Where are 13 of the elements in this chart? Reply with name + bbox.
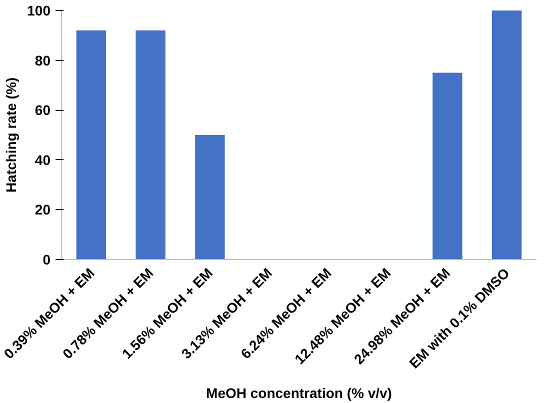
y-axis-title: Hatching rate (%)	[3, 77, 20, 193]
y-tick-label: 0	[42, 252, 51, 268]
y-tick-label: 40	[34, 152, 51, 168]
y-tick-label: 60	[34, 102, 51, 118]
y-tick-label: 20	[34, 202, 51, 218]
x-axis-title: MeOH concentration (% v/v)	[206, 384, 392, 401]
bar	[76, 30, 106, 260]
bar	[195, 135, 225, 260]
y-tick-label: 100	[27, 2, 51, 18]
bar	[136, 30, 166, 260]
bar	[432, 72, 462, 260]
y-tick-label: 80	[34, 52, 51, 68]
bar	[492, 10, 522, 260]
